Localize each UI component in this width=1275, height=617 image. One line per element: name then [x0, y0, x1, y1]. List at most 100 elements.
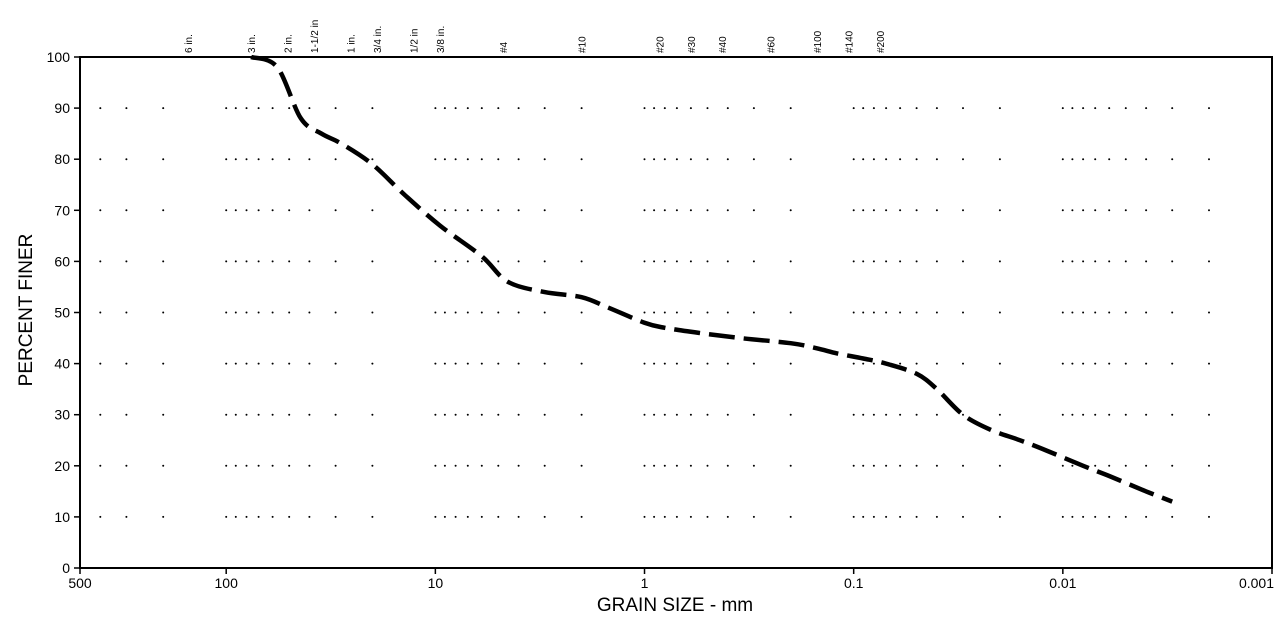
- grid-dot: [517, 413, 520, 416]
- grid-dot: [752, 158, 755, 161]
- y-tick-label: 90: [54, 100, 70, 116]
- grid-dot: [852, 413, 855, 416]
- grid-dot: [1208, 107, 1210, 110]
- grid-dot: [543, 464, 546, 467]
- grid-dot: [480, 311, 483, 314]
- grid-dot: [962, 260, 964, 263]
- grid-dot: [1145, 515, 1148, 518]
- y-tick-label: 30: [54, 407, 70, 423]
- grid-dot: [1071, 464, 1074, 467]
- grid-dot: [517, 158, 520, 161]
- grid-dot: [852, 362, 855, 365]
- grid-dot: [885, 464, 888, 467]
- grid-dot: [125, 260, 128, 263]
- grid-dot: [962, 515, 964, 518]
- sieve-size-label: #100: [813, 30, 824, 53]
- grid-dot: [434, 464, 437, 467]
- y-tick-label: 50: [54, 305, 70, 321]
- grid-dot: [125, 362, 128, 365]
- grid-dot: [789, 413, 792, 416]
- grid-dot: [1082, 260, 1085, 263]
- grid-dot: [962, 107, 964, 110]
- y-tick-label: 60: [54, 253, 70, 269]
- grid-dot: [543, 158, 546, 161]
- grid-dot: [308, 107, 311, 110]
- grid-dot: [308, 464, 311, 467]
- grid-dot: [675, 464, 678, 467]
- grid-dot: [962, 311, 964, 314]
- grid-dot: [862, 311, 865, 314]
- grid-dot: [308, 209, 311, 212]
- grid-dot: [935, 311, 938, 314]
- x-tick-label: 500: [68, 575, 92, 591]
- grid-dot: [1108, 413, 1111, 416]
- grid-dot: [497, 209, 500, 212]
- grid-dot: [789, 260, 792, 263]
- grid-dot: [225, 515, 228, 518]
- grid-dot: [371, 413, 374, 416]
- grid-dot: [443, 464, 446, 467]
- grid-dot: [580, 413, 583, 416]
- grid-dot: [1171, 260, 1174, 263]
- grid-dot: [789, 464, 792, 467]
- grid-dot: [675, 311, 678, 314]
- grid-dot: [125, 311, 128, 314]
- grid-dot: [675, 107, 678, 110]
- grid-dot: [1108, 464, 1111, 467]
- grid-dot: [885, 107, 888, 110]
- grid-dot: [726, 158, 729, 161]
- grid-dot: [288, 311, 291, 314]
- grid-dot: [1061, 413, 1064, 416]
- grid-dot: [125, 464, 128, 467]
- grid-dot: [271, 260, 274, 263]
- grid-dot: [1208, 260, 1210, 263]
- grid-dot: [653, 107, 656, 110]
- grid-dot: [663, 413, 666, 416]
- grid-dot: [962, 413, 964, 416]
- grid-dot: [643, 209, 646, 212]
- grid-dot: [752, 464, 755, 467]
- grid-dot: [1071, 362, 1074, 365]
- grid-dot: [1145, 362, 1148, 365]
- grid-dot: [1094, 260, 1097, 263]
- grid-dot: [1108, 311, 1111, 314]
- grid-dot: [1124, 311, 1127, 314]
- grid-dot: [234, 362, 237, 365]
- grid-dot: [466, 209, 469, 212]
- grid-dot: [899, 158, 902, 161]
- gradation-curve-line: [250, 54, 1174, 504]
- grid-dot: [517, 515, 520, 518]
- y-axis-ticks: 0 10 20 30 40 50 60 70 80 90 100: [47, 49, 80, 576]
- grid-dot: [162, 158, 165, 161]
- grid-dot: [162, 515, 165, 518]
- grid-dot: [580, 464, 583, 467]
- grid-dot: [663, 362, 666, 365]
- grid-dot: [998, 464, 1001, 467]
- x-axis-ticks: 500 100 10 1 0.1 0.01 0.001: [68, 568, 1274, 591]
- x-tick-label: 0.01: [1049, 575, 1076, 591]
- grid-dot: [1082, 362, 1085, 365]
- grid-dot: [162, 209, 165, 212]
- grid-dot: [1145, 260, 1148, 263]
- grid-dot: [245, 413, 248, 416]
- grid-dot: [334, 464, 337, 467]
- grid-dot: [162, 260, 165, 263]
- grid-dot: [334, 209, 337, 212]
- grid-dot: [480, 209, 483, 212]
- grid-dot: [706, 515, 709, 518]
- grid-dot: [1208, 413, 1210, 416]
- grid-dot: [466, 464, 469, 467]
- grid-dot: [1124, 107, 1127, 110]
- grid-dot: [271, 209, 274, 212]
- sieve-size-label: #140: [844, 30, 855, 53]
- grid-dot: [1061, 515, 1064, 518]
- grid-dot: [257, 107, 260, 110]
- x-tick-label: 1: [641, 575, 649, 591]
- grid-dot: [454, 260, 457, 263]
- grid-dot: [962, 464, 964, 467]
- grid-dot: [443, 515, 446, 518]
- grid-dot: [752, 413, 755, 416]
- grid-dot: [371, 107, 374, 110]
- grid-dot: [689, 107, 692, 110]
- grid-dot: [706, 362, 709, 365]
